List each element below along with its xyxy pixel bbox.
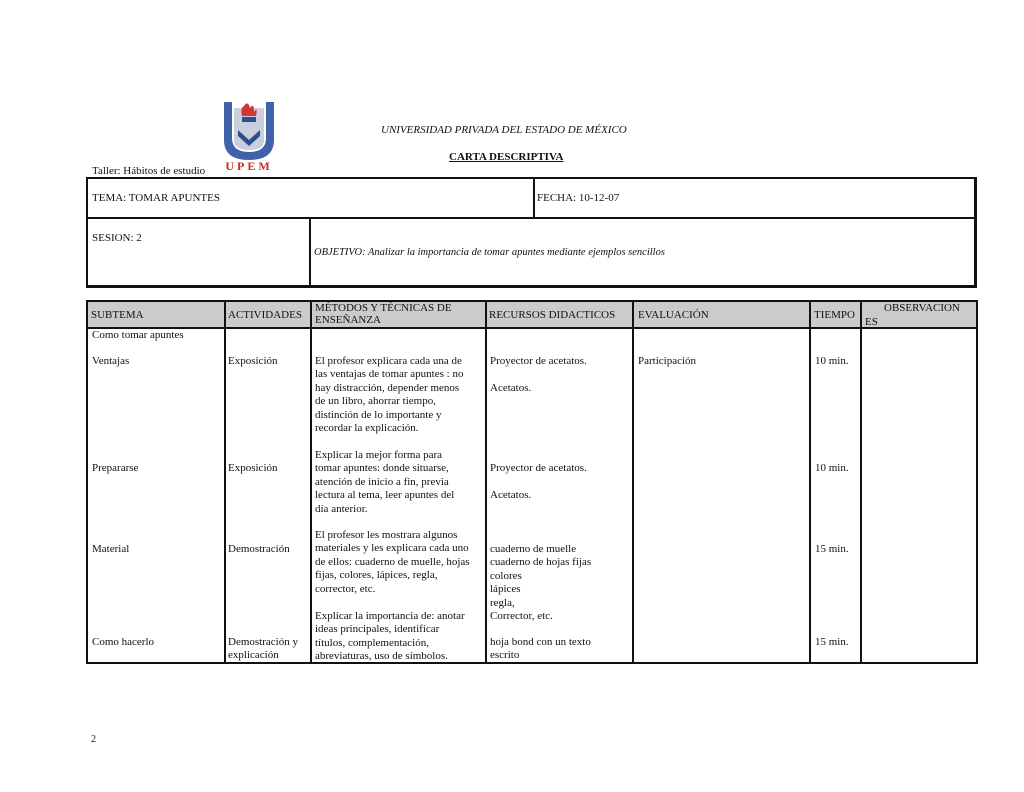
main-table bbox=[86, 300, 978, 664]
col-observaciones-cont: ES bbox=[865, 316, 878, 328]
subtema-cell: Ventajas bbox=[92, 355, 130, 367]
objetivo-field: OBJETIVO: Analizar la importancia de tom… bbox=[314, 247, 665, 258]
col-actividades: ACTIVIDADES bbox=[228, 309, 302, 321]
metodo-cell: Explicar la mejor forma para tomar apunt… bbox=[315, 449, 455, 515]
tema-field: TEMA: TOMAR APUNTES bbox=[92, 192, 220, 204]
recurso-cell: cuaderno de muelle cuaderno de hojas fij… bbox=[490, 543, 592, 623]
table-header-row bbox=[87, 301, 976, 328]
recurso-cell: Proyector de acetatos. Acetatos. bbox=[490, 462, 587, 501]
subtema-cell: Prepararse bbox=[92, 462, 139, 474]
metodo-cell: El profesor les mostrara algunos materia… bbox=[315, 529, 470, 595]
university-name: UNIVERSIDAD PRIVADA DEL ESTADO DE MÉXICO bbox=[381, 124, 627, 136]
metodo-cell: El profesor explicara cada una de las ve… bbox=[315, 355, 464, 435]
evaluacion-cell: Participación bbox=[638, 355, 697, 367]
col-metodos: MÉTODOS Y TÉCNICAS DE ENSEÑANZA bbox=[315, 302, 452, 326]
logo-text: UPEM bbox=[225, 159, 272, 172]
recurso-cell: hoja bond con un texto escrito bbox=[490, 636, 591, 662]
actividad-cell: Demostración bbox=[228, 543, 290, 555]
col-tiempo: TIEMPO bbox=[814, 309, 855, 321]
col-recursos: RECURSOS DIDACTICOS bbox=[489, 309, 616, 321]
info-table bbox=[86, 177, 977, 288]
taller-label: Taller: Hábitos de estudio bbox=[92, 165, 206, 177]
col-subtema: SUBTEMA bbox=[91, 309, 144, 321]
subtema-cell: Material bbox=[92, 543, 130, 555]
metodo-cell: Explicar la importancia de: anotar ideas… bbox=[315, 610, 465, 663]
upem-logo: UPEM bbox=[218, 100, 280, 173]
subtema-cell: Como tomar apuntes bbox=[92, 329, 184, 341]
sesion-field: SESION: 2 bbox=[92, 232, 142, 244]
tiempo-cell: 10 min. bbox=[815, 355, 849, 367]
actividad-cell: Exposición bbox=[228, 355, 278, 367]
col-observaciones: OBSERVACION bbox=[884, 302, 960, 314]
tiempo-cell: 15 min. bbox=[815, 636, 849, 648]
tiempo-cell: 10 min. bbox=[815, 462, 849, 474]
recurso-cell: Proyector de acetatos. Acetatos. bbox=[490, 355, 587, 394]
page-number: 2 bbox=[91, 734, 96, 745]
actividad-cell: Demostración y explicación bbox=[228, 636, 298, 662]
col-evaluacion: EVALUACIÓN bbox=[638, 309, 709, 321]
document-title: CARTA DESCRIPTIVA bbox=[449, 151, 564, 163]
tiempo-cell: 15 min. bbox=[815, 543, 849, 555]
subtema-cell: Como hacerlo bbox=[92, 636, 155, 648]
actividad-cell: Exposición bbox=[228, 462, 278, 474]
fecha-field: FECHA: 10-12-07 bbox=[537, 192, 620, 204]
